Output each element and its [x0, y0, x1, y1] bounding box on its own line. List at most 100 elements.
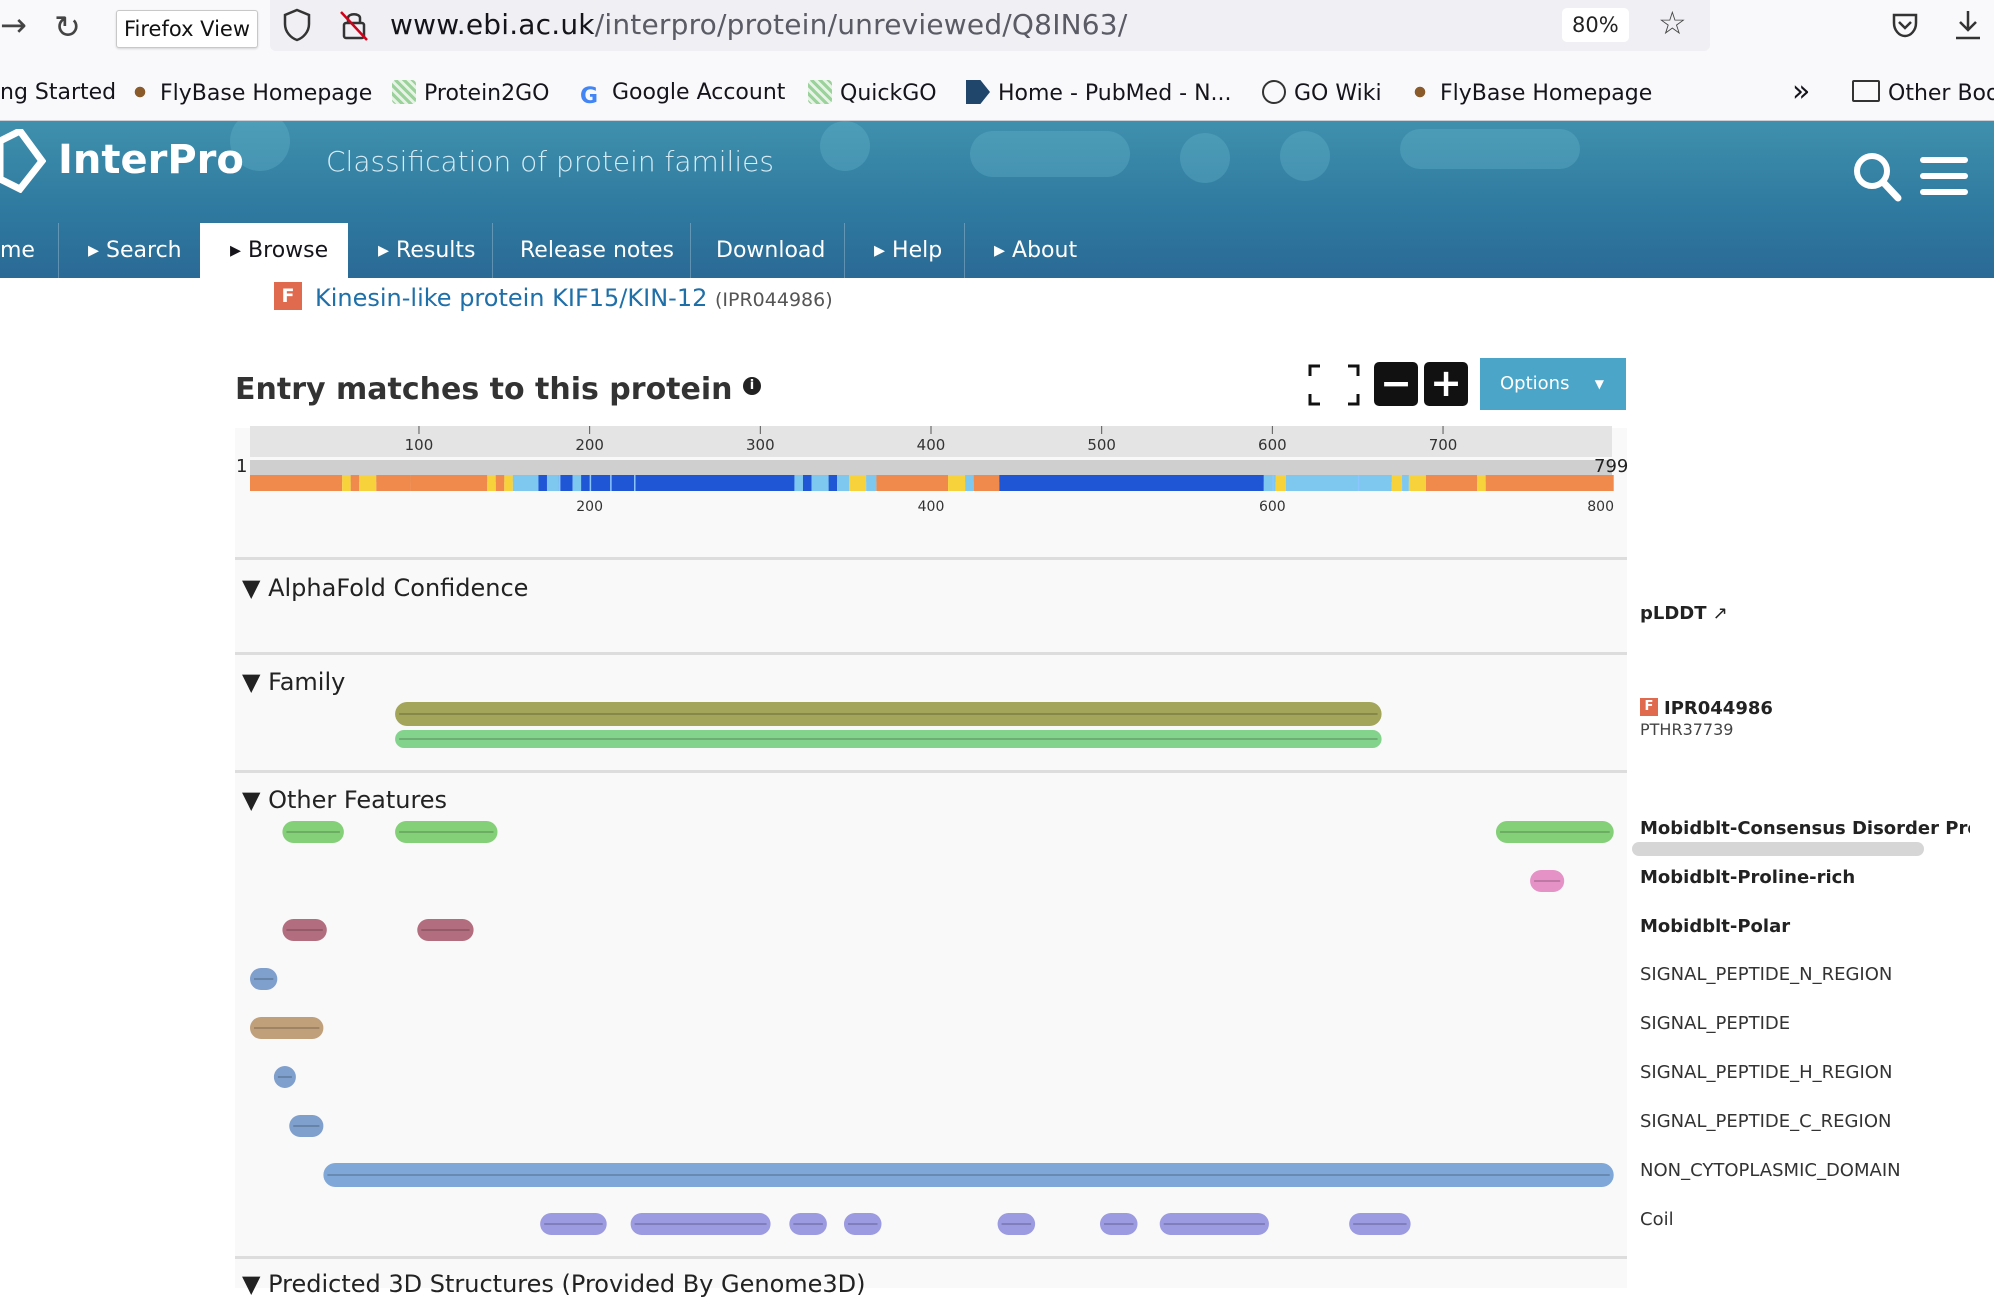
- insecure-lock-icon[interactable]: [338, 8, 370, 42]
- plddt-segment[interactable]: [876, 475, 949, 491]
- family-entry-label[interactable]: IPR044986: [1664, 698, 1773, 719]
- plddt-segment[interactable]: [546, 475, 559, 491]
- menu-search[interactable]: ▸ Search: [88, 238, 182, 263]
- proline-bar[interactable]: [1530, 870, 1565, 892]
- bookmark-flybase-1[interactable]: FlyBase Homepage: [128, 80, 372, 106]
- plddt-segment[interactable]: [828, 475, 838, 491]
- plddt-label[interactable]: pLDDT ↗: [1640, 603, 1728, 624]
- disorder-bar[interactable]: [282, 821, 344, 843]
- plddt-segment[interactable]: [849, 475, 867, 491]
- bookmark-google-account[interactable]: G Google Account: [580, 80, 786, 109]
- track-header-other-features[interactable]: ▼ Other Features: [242, 786, 448, 814]
- track-header-3d-structures[interactable]: ▼ Predicted 3D Structures (Provided By G…: [242, 1270, 866, 1298]
- label-scrollbar[interactable]: [1632, 842, 1924, 856]
- plddt-segment[interactable]: [837, 475, 850, 491]
- plddt-segment[interactable]: [1477, 475, 1486, 491]
- reload-icon[interactable]: ↻: [54, 8, 81, 46]
- chevron-double-right-icon[interactable]: »: [1792, 74, 1811, 109]
- pocket-icon[interactable]: [1890, 10, 1920, 40]
- coil-bar[interactable]: [997, 1213, 1036, 1235]
- zoom-level[interactable]: 80%: [1562, 8, 1629, 42]
- plddt-segment[interactable]: [866, 475, 877, 491]
- bookmark-go-wiki[interactable]: GO Wiki: [1262, 80, 1382, 106]
- menu-results[interactable]: ▸ Results: [378, 238, 476, 263]
- interpro-logo[interactable]: InterPro: [58, 137, 244, 183]
- entry-link[interactable]: Kinesin-like protein KIF15/KIN-12 (IPR04…: [315, 284, 833, 312]
- plddt-segment[interactable]: [581, 475, 795, 491]
- coil-bar[interactable]: [1099, 1213, 1138, 1235]
- info-icon[interactable]: i: [742, 377, 761, 395]
- plddt-segment[interactable]: [1425, 475, 1478, 491]
- feature-label[interactable]: SIGNAL_PEPTIDE_C_REGION: [1640, 1111, 1892, 1132]
- plddt-segment[interactable]: [504, 475, 513, 491]
- zoom-in-button[interactable]: +: [1424, 362, 1468, 406]
- coil-bar[interactable]: [630, 1213, 771, 1235]
- menu-home[interactable]: me: [0, 238, 35, 263]
- coil-bar[interactable]: [843, 1213, 882, 1235]
- signal-h-region-bar[interactable]: [273, 1066, 296, 1088]
- plddt-segment[interactable]: [410, 475, 488, 491]
- bookmark-getting-started[interactable]: ng Started: [0, 80, 117, 105]
- menu-release-notes[interactable]: Release notes: [520, 238, 674, 263]
- feature-label[interactable]: Coil: [1640, 1209, 1674, 1230]
- track-header-family[interactable]: ▼ Family: [242, 668, 346, 696]
- coil-bar[interactable]: [789, 1213, 827, 1235]
- back-arrow-icon[interactable]: →: [0, 6, 27, 44]
- plddt-segment[interactable]: [250, 475, 343, 491]
- family-pthr37739-bar[interactable]: [395, 730, 1382, 748]
- disorder-bar[interactable]: [1495, 821, 1614, 843]
- plddt-segment[interactable]: [376, 475, 411, 491]
- interpro-logo-icon[interactable]: [0, 129, 46, 193]
- url-text[interactable]: www.ebi.ac.uk/interpro/protein/unreviewe…: [390, 8, 1128, 41]
- url-bar[interactable]: [270, 0, 1710, 51]
- plddt-segment[interactable]: [965, 475, 974, 491]
- feature-label[interactable]: SIGNAL_PEPTIDE_N_REGION: [1640, 964, 1893, 985]
- plddt-segment[interactable]: [538, 475, 547, 491]
- polar-bar[interactable]: [282, 919, 327, 941]
- download-icon[interactable]: [1952, 8, 1984, 42]
- coil-bar[interactable]: [1159, 1213, 1269, 1235]
- bookmark-pubmed[interactable]: Home - PubMed - N...: [966, 80, 1232, 106]
- fullscreen-icon[interactable]: [1308, 364, 1360, 406]
- firefox-view-tooltip[interactable]: Firefox View: [116, 10, 259, 48]
- plddt-segment[interactable]: [1275, 475, 1287, 491]
- plddt-segment[interactable]: [1402, 475, 1409, 491]
- plddt-segment[interactable]: [495, 475, 505, 491]
- shield-icon[interactable]: [282, 8, 312, 42]
- plddt-segment[interactable]: [350, 475, 360, 491]
- plddt-segment[interactable]: [1408, 475, 1426, 491]
- plddt-segment[interactable]: [802, 475, 812, 491]
- hamburger-menu-icon[interactable]: [1920, 155, 1968, 197]
- plddt-segment[interactable]: [1263, 475, 1276, 491]
- coil-bar[interactable]: [540, 1213, 607, 1235]
- feature-label[interactable]: SIGNAL_PEPTIDE: [1640, 1013, 1791, 1034]
- disorder-bar[interactable]: [395, 821, 498, 843]
- signal-n-region-bar[interactable]: [250, 968, 278, 990]
- menu-download[interactable]: Download: [716, 238, 826, 263]
- plddt-segment[interactable]: [1391, 475, 1403, 491]
- bookmark-flybase-2[interactable]: FlyBase Homepage: [1408, 80, 1652, 106]
- plddt-segment[interactable]: [1485, 475, 1614, 491]
- plddt-segment[interactable]: [487, 475, 496, 491]
- polar-bar[interactable]: [417, 919, 474, 941]
- options-dropdown[interactable]: Options ▼: [1480, 358, 1626, 410]
- family-member-label[interactable]: PTHR37739: [1640, 720, 1734, 739]
- family-ipr044986-bar[interactable]: [395, 702, 1382, 726]
- feature-label[interactable]: Mobidblt-Proline-rich: [1640, 867, 1856, 888]
- star-bookmark-icon[interactable]: ☆: [1658, 4, 1687, 42]
- plddt-segment[interactable]: [359, 475, 377, 491]
- plddt-segment[interactable]: [973, 475, 1000, 491]
- feature-label[interactable]: Mobidblt-Polar: [1640, 916, 1791, 937]
- plddt-segment[interactable]: [999, 475, 1264, 491]
- plddt-segment[interactable]: [512, 475, 539, 491]
- plddt-segment[interactable]: [811, 475, 829, 491]
- feature-label[interactable]: Mobidblt-Consensus Disorder Predi: [1640, 818, 1970, 839]
- plddt-segment[interactable]: [1286, 475, 1392, 491]
- track-header-alphafold[interactable]: ▼ AlphaFold Confidence: [242, 574, 529, 602]
- search-icon[interactable]: [1852, 151, 1902, 203]
- plddt-segment[interactable]: [572, 475, 582, 491]
- bookmark-quickgo[interactable]: QuickGO: [808, 80, 937, 106]
- menu-browse[interactable]: ▸ Browse: [200, 223, 348, 278]
- bookmark-protein2go[interactable]: Protein2GO: [392, 80, 549, 106]
- plddt-segment[interactable]: [794, 475, 803, 491]
